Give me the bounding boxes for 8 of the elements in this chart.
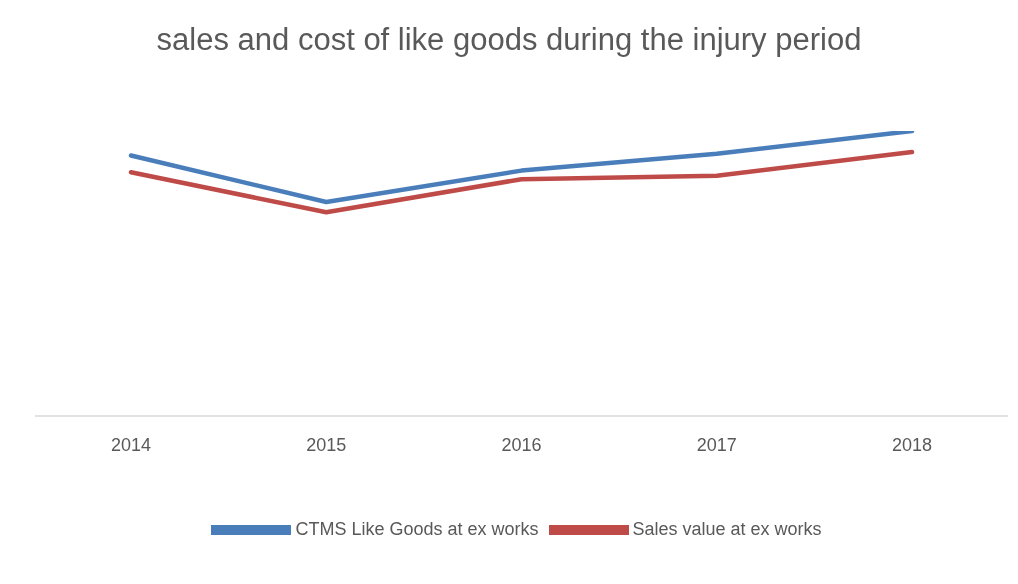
x-tick-label: 2015 (306, 434, 347, 455)
legend-label: CTMS Like Goods at ex works (295, 518, 539, 539)
x-tick-label: 2018 (891, 434, 933, 455)
legend-label: Sales value at ex works (632, 518, 822, 539)
chart-title: sales and cost of like goods during the injury period (155, 22, 863, 58)
x-tick-label: 2016 (501, 434, 542, 455)
x-tick-label: 2017 (696, 434, 737, 455)
x-tick-label: 2014 (110, 434, 152, 455)
